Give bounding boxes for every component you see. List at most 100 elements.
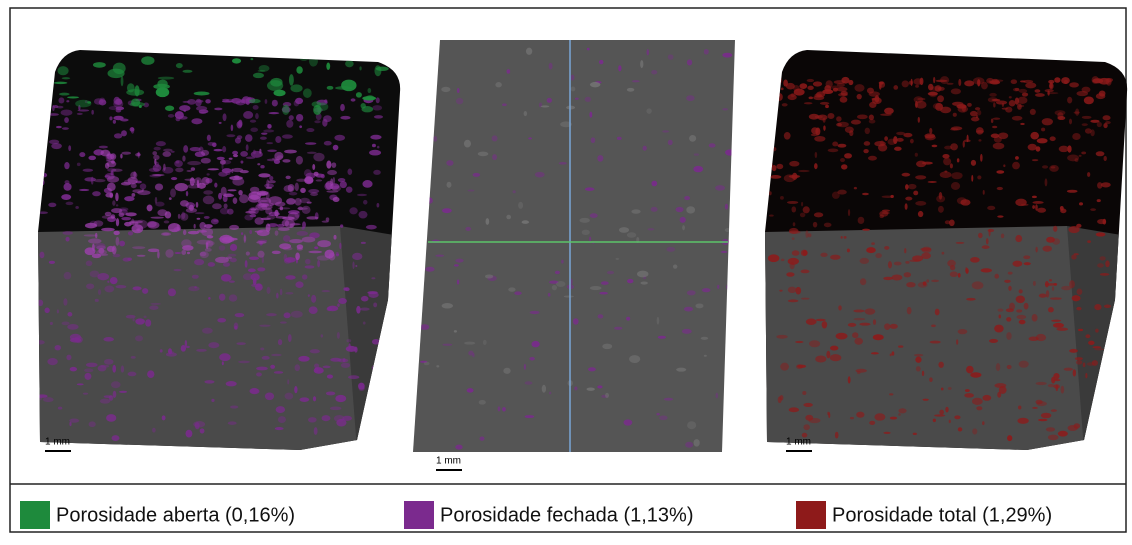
pore — [442, 344, 452, 346]
pore — [1042, 118, 1053, 125]
pore — [289, 192, 297, 196]
pore — [337, 303, 340, 307]
pore — [848, 209, 850, 216]
pore — [972, 398, 983, 405]
pore — [779, 290, 782, 292]
sample-render-open — [30, 40, 410, 460]
pore — [716, 393, 719, 399]
pore — [86, 261, 93, 267]
pore — [838, 144, 847, 148]
pore — [90, 271, 100, 278]
pore — [310, 349, 320, 353]
pore — [196, 202, 199, 208]
pore — [316, 179, 323, 181]
pore — [199, 222, 205, 229]
pore — [306, 216, 318, 219]
pore — [1051, 166, 1056, 168]
pore — [433, 136, 437, 141]
pore — [131, 356, 136, 359]
pore — [549, 392, 551, 395]
pore — [913, 191, 918, 196]
pore — [1013, 88, 1019, 91]
pore — [851, 120, 861, 125]
pore — [296, 114, 303, 122]
pore — [1032, 205, 1035, 209]
pore — [986, 78, 994, 84]
pore — [1035, 247, 1037, 253]
pore — [949, 219, 955, 226]
pore — [137, 255, 146, 257]
pore — [977, 110, 982, 116]
pore — [508, 287, 515, 291]
pore — [121, 217, 131, 220]
pore — [92, 254, 101, 259]
pore — [970, 257, 980, 263]
pore — [327, 170, 337, 175]
pore — [211, 399, 214, 402]
pore — [200, 428, 205, 433]
pore — [86, 283, 94, 289]
pore — [230, 244, 237, 251]
pore — [260, 200, 268, 202]
pore — [337, 332, 340, 339]
pore — [933, 419, 936, 422]
pore — [361, 242, 366, 244]
pore — [135, 153, 141, 156]
pore — [937, 95, 944, 102]
pore — [687, 421, 696, 429]
pore — [246, 156, 255, 158]
pore — [873, 334, 884, 340]
pore — [300, 188, 306, 193]
pore — [1009, 100, 1016, 106]
pore — [64, 117, 69, 123]
pore — [262, 356, 270, 360]
pore — [1032, 159, 1038, 161]
pore — [1097, 219, 1106, 224]
pore — [74, 336, 82, 343]
pore — [284, 312, 291, 318]
pore — [265, 392, 274, 400]
pore — [547, 98, 552, 103]
pore — [339, 243, 341, 249]
pore — [648, 228, 655, 230]
pore — [905, 261, 909, 264]
pore — [132, 189, 143, 193]
pore — [1078, 329, 1083, 331]
pore — [807, 79, 814, 82]
pore — [222, 361, 224, 365]
scale-label: 1 mm — [45, 437, 70, 448]
pore — [863, 149, 868, 153]
pore — [119, 212, 125, 217]
pore — [130, 127, 135, 131]
pore — [693, 166, 703, 172]
pore — [573, 318, 579, 324]
pore — [186, 170, 192, 172]
pore — [61, 109, 73, 115]
pore — [131, 98, 140, 106]
pore — [178, 214, 180, 219]
pore — [888, 261, 892, 268]
pore — [525, 415, 535, 418]
pore — [83, 393, 88, 395]
pore — [1099, 90, 1106, 96]
pore — [250, 127, 258, 132]
pore — [160, 349, 163, 352]
pore — [830, 346, 838, 351]
pore — [1024, 303, 1029, 310]
pore — [371, 277, 375, 279]
pore — [214, 108, 222, 111]
pore — [473, 173, 481, 177]
pore — [468, 190, 475, 192]
pore — [269, 176, 273, 180]
pore — [1094, 348, 1104, 350]
pore — [574, 386, 577, 390]
pore — [441, 87, 450, 92]
pore — [643, 146, 647, 151]
pore — [66, 355, 71, 361]
pore — [183, 230, 186, 235]
pore — [847, 248, 850, 252]
pore — [535, 172, 545, 178]
pore — [485, 274, 493, 278]
pore — [668, 54, 674, 59]
pore — [92, 244, 95, 251]
